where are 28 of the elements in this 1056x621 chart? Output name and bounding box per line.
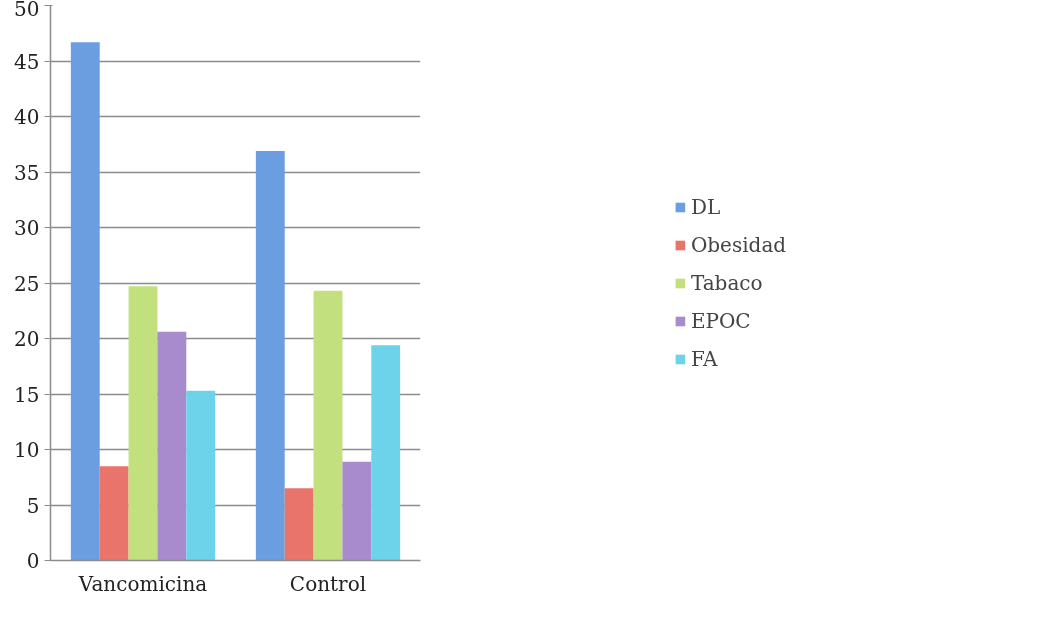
y-tick-label: 50 bbox=[14, 0, 40, 21]
y-tick-label: 25 bbox=[14, 271, 40, 296]
y-tick-label: 30 bbox=[14, 216, 40, 240]
y-tick-label: 45 bbox=[14, 49, 40, 74]
x-tick-label: Control bbox=[289, 571, 367, 596]
legend-label: Obesidad bbox=[690, 232, 787, 257]
y-tick-label: 40 bbox=[14, 105, 40, 129]
bar bbox=[371, 345, 401, 561]
bar bbox=[313, 290, 343, 561]
bar bbox=[70, 42, 100, 561]
y-tick-label: 10 bbox=[14, 438, 40, 462]
legend-label: EPOC bbox=[690, 308, 751, 333]
x-tick-label: Vancomicina bbox=[77, 571, 208, 596]
y-tick-label: 20 bbox=[14, 327, 40, 351]
legend-label: DL bbox=[690, 194, 721, 219]
bar bbox=[255, 150, 285, 561]
bar bbox=[128, 286, 158, 561]
legend-label: FA bbox=[690, 346, 718, 371]
legend-label: Tabaco bbox=[690, 270, 763, 295]
y-tick-label: 0 bbox=[26, 549, 40, 573]
bar bbox=[99, 466, 129, 561]
y-tick-label: 15 bbox=[14, 382, 40, 407]
bar bbox=[186, 390, 216, 561]
bar bbox=[157, 331, 187, 561]
bar bbox=[284, 488, 314, 561]
bar bbox=[342, 461, 372, 561]
y-tick-label: 5 bbox=[26, 493, 40, 518]
y-tick-label: 35 bbox=[14, 160, 40, 185]
